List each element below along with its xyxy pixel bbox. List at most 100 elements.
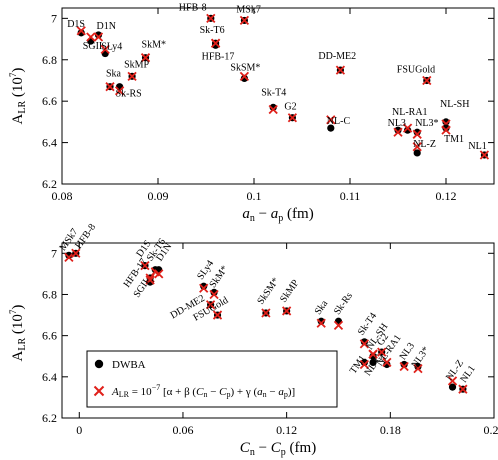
top-label-sk-t6: Sk-T6 bbox=[200, 25, 225, 36]
top-label-dd-me2: DD-ME2 bbox=[318, 51, 356, 62]
bottom-label-sksm: SkSM* bbox=[255, 276, 281, 307]
bottom-data-points bbox=[64, 248, 468, 394]
top-label-nl3: NL3 bbox=[388, 118, 406, 129]
bottom-dwba-point-sgii bbox=[146, 278, 154, 286]
top-label-nl1: NL1 bbox=[468, 141, 486, 152]
bottom-y-tick-label: 6.6 bbox=[42, 329, 57, 343]
top-fit-cross-skm bbox=[140, 53, 151, 63]
top-fit-cross-d1n bbox=[93, 32, 104, 42]
top-label-nl-z: NL-Z bbox=[413, 139, 436, 150]
top-dwba-point-sk-t4 bbox=[269, 103, 277, 111]
bottom-fit-cross-msk7 bbox=[64, 252, 74, 263]
bottom-fit-cross-nl-ra1 bbox=[382, 357, 392, 368]
legend-fit-marker bbox=[93, 385, 105, 397]
top-x-tick-label: 0.09 bbox=[148, 189, 169, 203]
top-dwba-point-nl3 bbox=[404, 126, 412, 134]
bottom-x-tick-label: 0.12 bbox=[276, 423, 297, 437]
top-label-sk-rs: Sk-RS bbox=[116, 89, 142, 100]
top-fit-cross-nl3 bbox=[402, 123, 413, 133]
bottom-label-ska: Ska bbox=[313, 298, 331, 317]
top-fit-cross-sk-t4 bbox=[268, 104, 278, 115]
top-dwba-point-nl3 bbox=[413, 128, 421, 136]
top-label-d1s: D1S bbox=[67, 19, 85, 30]
bottom-x-tick-label: 0.18 bbox=[380, 423, 401, 437]
top-y-tick-label: 6.8 bbox=[42, 53, 57, 67]
top-data-points bbox=[76, 13, 490, 160]
bottom-x-tick-label: 0 bbox=[76, 423, 82, 437]
bottom-fit-cross-tm1 bbox=[359, 359, 370, 370]
top-label-skmp: SkMP bbox=[124, 59, 149, 70]
top-y-tick-label: 6.4 bbox=[42, 136, 57, 150]
bottom-fit-cross-g2 bbox=[377, 347, 387, 357]
top-dwba-point-nl-sh bbox=[442, 118, 450, 126]
bottom-y-tick-label: 6.2 bbox=[42, 411, 57, 425]
bottom-fit-cross-fsugold bbox=[212, 310, 223, 320]
top-fit-cross-nl-c bbox=[326, 115, 336, 125]
bottom-axis-ticks: 0 0.06 0.12 0.18 0.24 6.2 6.4 6.6 6.8 7 bbox=[42, 243, 498, 437]
top-fit-cross-hfb-8 bbox=[206, 13, 216, 23]
bottom-label-skmp: SkMP bbox=[278, 278, 302, 305]
bottom-fit-cross-nl-z bbox=[447, 376, 458, 386]
top-fit-cross-sksm bbox=[239, 71, 250, 81]
top-fit-cross-d1s bbox=[76, 26, 86, 36]
bottom-fit-cross-skm bbox=[209, 289, 219, 300]
top-fit-cross-skmp bbox=[127, 71, 137, 81]
top-fit-cross-sgii bbox=[86, 32, 96, 42]
bottom-fit-cross-d1n bbox=[154, 269, 164, 279]
top-x-axis-title: an − ap (fm) bbox=[242, 206, 313, 224]
bottom-dwba-point-sly4 bbox=[200, 282, 208, 290]
bottom-dwba-point-nl-sh bbox=[369, 352, 377, 360]
top-fit-cross-msk7 bbox=[239, 15, 250, 26]
bottom-y-tick-label: 7 bbox=[51, 246, 57, 260]
top-label-nl3: NL3* bbox=[415, 118, 438, 129]
top-label-nl-c: NL-C bbox=[327, 116, 351, 127]
top-y-tick-label: 6.6 bbox=[42, 94, 57, 108]
top-label-tm1: TM1 bbox=[444, 134, 464, 145]
top-fit-cross-g2 bbox=[287, 113, 298, 123]
bottom-x-axis-title: Cn − Cp (fm) bbox=[240, 440, 316, 458]
bottom-dwba-point-nl-c bbox=[369, 358, 377, 367]
top-x-tick-label: 0.12 bbox=[436, 189, 457, 203]
bottom-fit-cross-d1s bbox=[140, 261, 150, 271]
bottom-fit-cross-sly4 bbox=[199, 283, 209, 293]
top-dwba-point-hfb-17 bbox=[212, 41, 220, 49]
top-fit-cross-dd-me2 bbox=[335, 65, 346, 75]
bottom-y-tick-label: 6.8 bbox=[42, 287, 57, 301]
legend-box bbox=[86, 350, 338, 408]
bottom-dwba-point-nl3 bbox=[400, 360, 408, 369]
bottom-fit-cross-nl3 bbox=[413, 363, 423, 374]
top-fit-cross-nl1 bbox=[479, 150, 490, 160]
legend-dwba-marker bbox=[94, 359, 104, 369]
top-label-fsugold: FSUGold bbox=[397, 64, 435, 75]
bottom-dwba-point-msk7 bbox=[65, 251, 73, 259]
top-y-axis-title: ALR (107) bbox=[8, 68, 28, 125]
bottom-fit-cross-sk-t4 bbox=[359, 339, 370, 349]
top-fit-cross-nl-ra1 bbox=[393, 127, 403, 137]
top-label-g2: G2 bbox=[284, 102, 296, 113]
top-panel: 0.08 0.09 0.1 0.11 0.12 6.2 6.4 6.6 6.8 7 D1S D1N S… bbox=[8, 2, 495, 224]
bottom-panel: 00.060.120.180.246.26.46.66.87 MSk7HFB-8… bbox=[8, 222, 498, 458]
top-dwba-point-d1n bbox=[94, 31, 103, 39]
bottom-label-sk-rs: Sk-Rs bbox=[332, 291, 355, 317]
legend: DWBA ALR = 10−7 [α + β (Cn − Cp) + γ (an… bbox=[86, 350, 338, 408]
top-fit-cross-ska bbox=[105, 82, 115, 92]
bottom-fit-cross-sk-rs bbox=[333, 320, 344, 330]
bottom-dwba-point-ska bbox=[317, 317, 325, 325]
bottom-y-axis-title: ALR (107) bbox=[8, 305, 28, 362]
bottom-plot-frame bbox=[61, 242, 495, 419]
bottom-fit-cross-skmp bbox=[282, 306, 292, 316]
top-label-hfb-17: HFB-17 bbox=[202, 51, 235, 62]
top-plot-frame bbox=[61, 7, 495, 185]
bottom-fit-cross-ska bbox=[316, 318, 326, 328]
top-dwba-point-sksm bbox=[240, 74, 248, 82]
top-fit-cross-tm1 bbox=[441, 125, 451, 135]
bottom-fit-cross-hfb-8 bbox=[71, 248, 81, 258]
bottom-x-tick-label: 0.06 bbox=[172, 423, 193, 437]
bottom-dwba-point-sk-t4 bbox=[360, 338, 368, 346]
bottom-dwba-point-tm1 bbox=[360, 358, 368, 367]
top-label-sgii: SGII bbox=[83, 41, 102, 52]
top-label-nl-ra1: NL-RA1 bbox=[392, 107, 428, 118]
top-dwba-point-tm1 bbox=[442, 124, 450, 132]
bottom-fit-cross-dd-me2 bbox=[205, 300, 216, 310]
